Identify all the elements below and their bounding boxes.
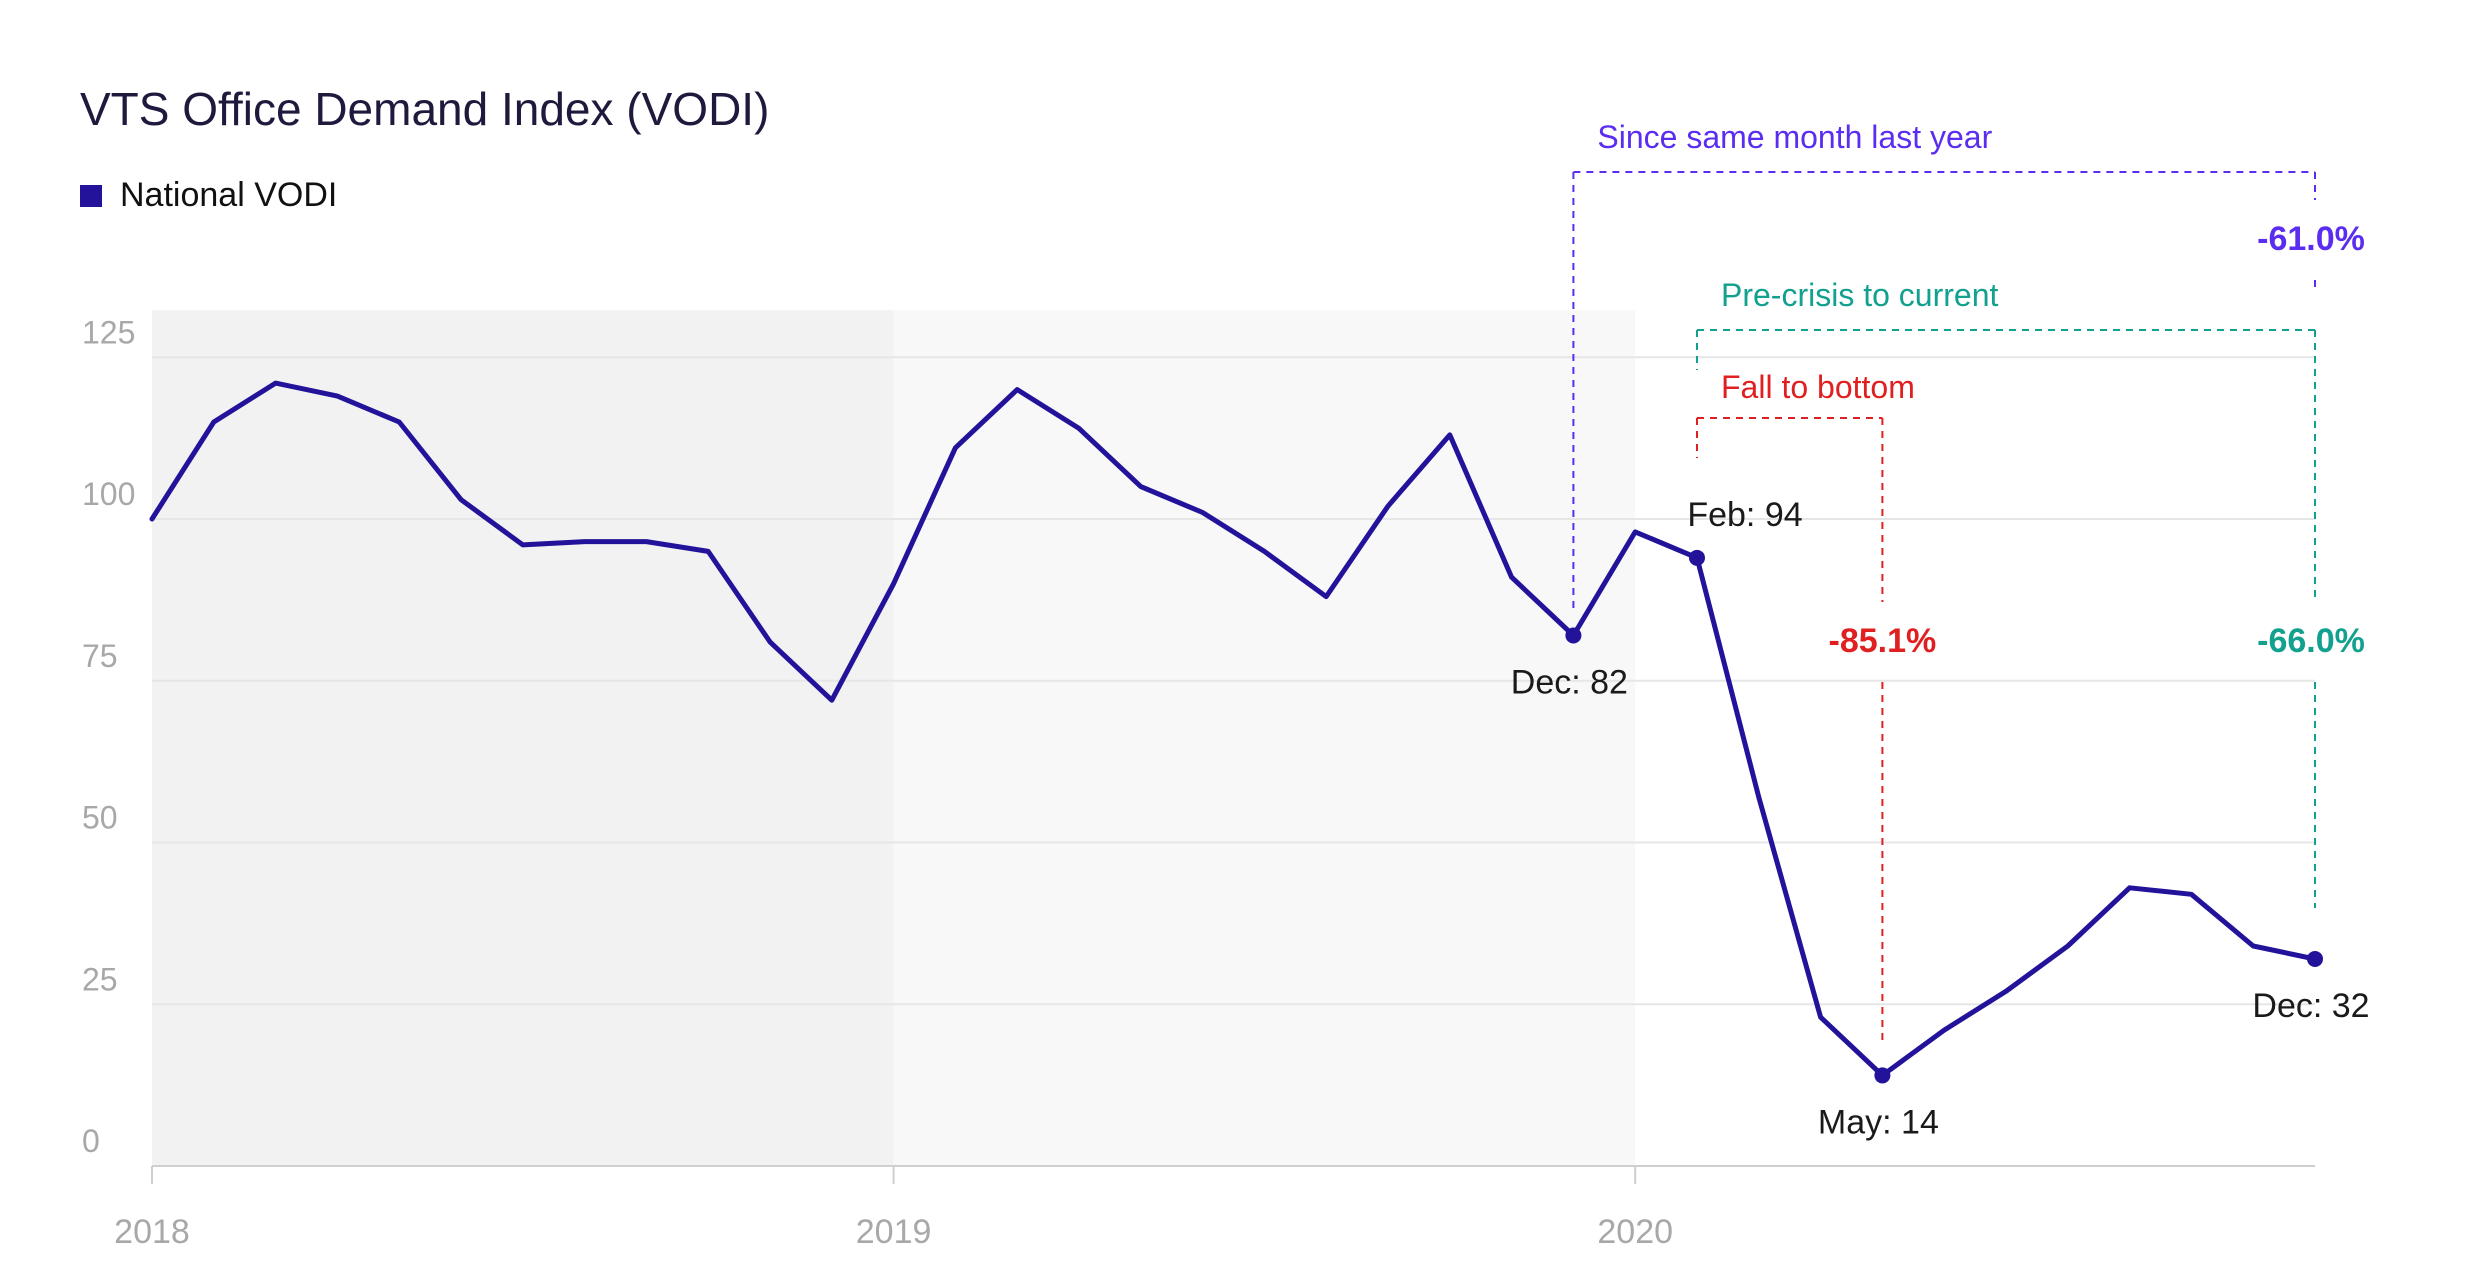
comparison-value: -61.0% xyxy=(2257,220,2365,258)
series-line-national-vodi xyxy=(149,380,2318,1078)
point-label: Feb: 94 xyxy=(1687,496,1802,534)
legend-label: National VODI xyxy=(120,176,338,214)
comparison-value: -66.0% xyxy=(2257,622,2365,660)
year-band-2018 xyxy=(152,310,894,1166)
y-tick-label: 100 xyxy=(82,476,135,512)
y-tick-label: 25 xyxy=(82,961,118,997)
x-tick-label: 2020 xyxy=(1597,1213,1673,1251)
x-tick-label: 2018 xyxy=(114,1213,190,1251)
legend: National VODI xyxy=(80,176,337,215)
y-tick-label: 0 xyxy=(82,1123,100,1159)
comparison-value: -85.1% xyxy=(1829,622,1937,660)
legend-swatch xyxy=(80,184,102,207)
chart-title: VTS Office Demand Index (VODI) xyxy=(80,83,770,135)
data-point-marker xyxy=(1689,549,1705,566)
comparison-label: Pre-crisis to current xyxy=(1721,277,1999,313)
y-tick-label: 50 xyxy=(82,800,118,836)
comparison-label: Since same month last year xyxy=(1597,119,1992,155)
point-label: Dec: 32 xyxy=(2252,987,2369,1025)
point-label: May: 14 xyxy=(1818,1103,1939,1141)
x-tick-label: 2019 xyxy=(856,1213,932,1251)
data-point-marker xyxy=(2307,950,2323,967)
y-tick-label: 75 xyxy=(82,638,118,674)
comparison-label: Fall to bottom xyxy=(1721,369,1915,405)
y-tick-label: 125 xyxy=(82,314,135,350)
point-label: Dec: 82 xyxy=(1511,663,1628,701)
data-point-marker xyxy=(1874,1067,1891,1084)
data-point-marker xyxy=(1565,627,1582,644)
year-band-2019 xyxy=(893,310,1636,1166)
